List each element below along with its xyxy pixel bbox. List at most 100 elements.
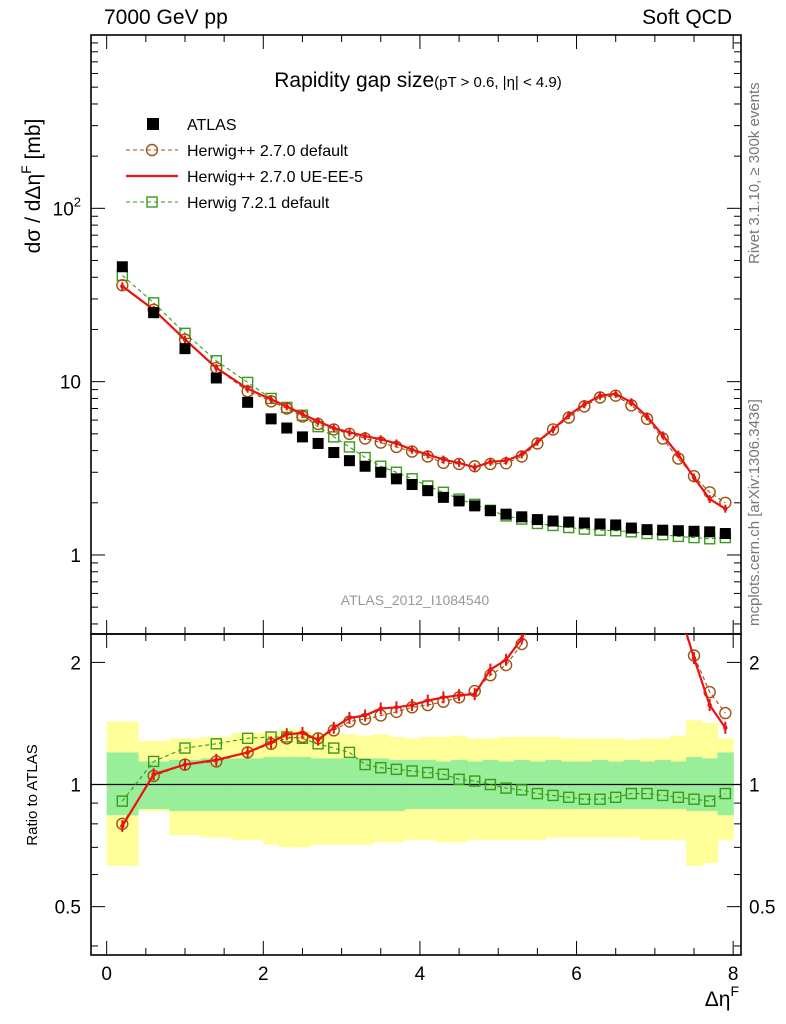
data-point [629, 489, 633, 493]
data-point [547, 789, 559, 802]
legend-item-herwigpp-2-7-0-ue-ee-5: Herwig++ 2.7.0 UE-EE-5 [126, 169, 363, 186]
data-point [719, 706, 732, 720]
y-tick-label-right: 2 [749, 653, 760, 674]
data-point [359, 460, 371, 472]
data-point [703, 795, 716, 807]
legend: ATLAS Herwig++ 2.7.0 default Herwig++ 2.7.… [126, 117, 363, 212]
data-point [425, 452, 430, 457]
data-point [578, 793, 591, 805]
inner-band-bin [639, 761, 656, 810]
data-point [500, 508, 512, 520]
data-point [296, 431, 308, 443]
data-point [723, 725, 728, 730]
data-point [394, 441, 399, 446]
data-point [719, 787, 732, 800]
chart-title: Rapidity gap size(pT > 0.6, |η| < 4.9) [274, 69, 562, 92]
data-point [578, 517, 590, 529]
data-point [673, 611, 684, 622]
data-point [472, 465, 477, 470]
data-point [656, 789, 669, 802]
data-point [500, 782, 512, 794]
data-point [563, 535, 574, 546]
data-point [214, 365, 219, 371]
data-point [503, 458, 509, 463]
data-point [425, 698, 430, 703]
data-point [703, 685, 716, 699]
data-point [660, 562, 664, 566]
data-point [300, 730, 305, 736]
data-point [610, 519, 622, 531]
data-point [347, 715, 352, 721]
inner-band-bin [717, 752, 734, 816]
data-point [347, 430, 352, 435]
inner-band-bin [498, 761, 515, 810]
data-point [281, 422, 293, 434]
data-point [707, 702, 712, 708]
data-point [629, 400, 634, 405]
legend-item-atlas: ATLAS [147, 117, 237, 134]
ratio-y-axis: 0.5 0.5 1 1 2 2 [55, 653, 775, 947]
data-point [116, 279, 129, 292]
data-point [723, 506, 728, 511]
ratio-series-herwigpp-2-7-0-ue-ee-5 [120, 476, 728, 833]
data-point [441, 457, 446, 462]
data-point [375, 762, 387, 774]
data-point [406, 765, 418, 777]
data-point [645, 517, 649, 521]
data-point [328, 742, 340, 754]
rivet-version-text: Rivet 3.1.10, ≥ 300k events [746, 82, 763, 264]
data-point [532, 598, 543, 609]
data-point [597, 393, 603, 398]
data-point [179, 742, 191, 754]
x-tick-label: 4 [415, 964, 426, 985]
data-point [516, 784, 528, 796]
series-herwigpp-2-7-0-default [116, 279, 732, 509]
data-point [343, 441, 356, 453]
data-point [704, 526, 716, 538]
data-point [375, 466, 387, 478]
y-tick-label: 0.5 [55, 898, 81, 919]
legend-item-herwig-7-2-1-default: Herwig 7.2.1 default [126, 195, 330, 212]
data-point [613, 476, 617, 480]
data-point [406, 479, 418, 491]
data-point [488, 459, 493, 464]
data-point [245, 750, 250, 755]
data-point [390, 763, 403, 776]
legend-label: Herwig++ 2.7.0 UE-EE-5 [187, 169, 363, 186]
ratio-uncertainty-bands [106, 720, 734, 866]
y-tick-label: 2 [70, 653, 81, 674]
legend-marker [146, 196, 158, 208]
x-axis-label: ΔηF [705, 983, 739, 1011]
data-point [531, 514, 543, 526]
data-point [672, 525, 684, 537]
series-line [121, 274, 726, 540]
data-point [116, 261, 128, 273]
legend-marker [147, 118, 159, 130]
data-point [120, 284, 125, 289]
data-point [245, 386, 250, 391]
y-tick-label-right: 0.5 [749, 898, 775, 919]
inner-band-bin [106, 752, 139, 816]
data-point [453, 773, 465, 786]
data-point [284, 732, 289, 737]
data-point [284, 404, 289, 409]
data-point [409, 447, 415, 452]
data-point [516, 511, 528, 523]
legend-label: Herwig++ 2.7.0 default [187, 143, 349, 160]
data-point [672, 791, 685, 804]
series-line [121, 285, 726, 510]
data-point [676, 452, 681, 457]
data-point [179, 343, 191, 355]
header-process-label: 7000 GeV pp [104, 6, 228, 29]
inner-band-bin [466, 761, 484, 810]
data-point [268, 740, 274, 745]
main-series-group [116, 261, 732, 545]
data-point [210, 372, 222, 384]
y-tick-label: 10 [60, 373, 81, 394]
data-point [378, 706, 383, 711]
data-point [456, 460, 462, 466]
data-point [300, 411, 305, 417]
data-point [688, 793, 700, 805]
data-point [151, 772, 156, 777]
data-point [625, 522, 637, 534]
